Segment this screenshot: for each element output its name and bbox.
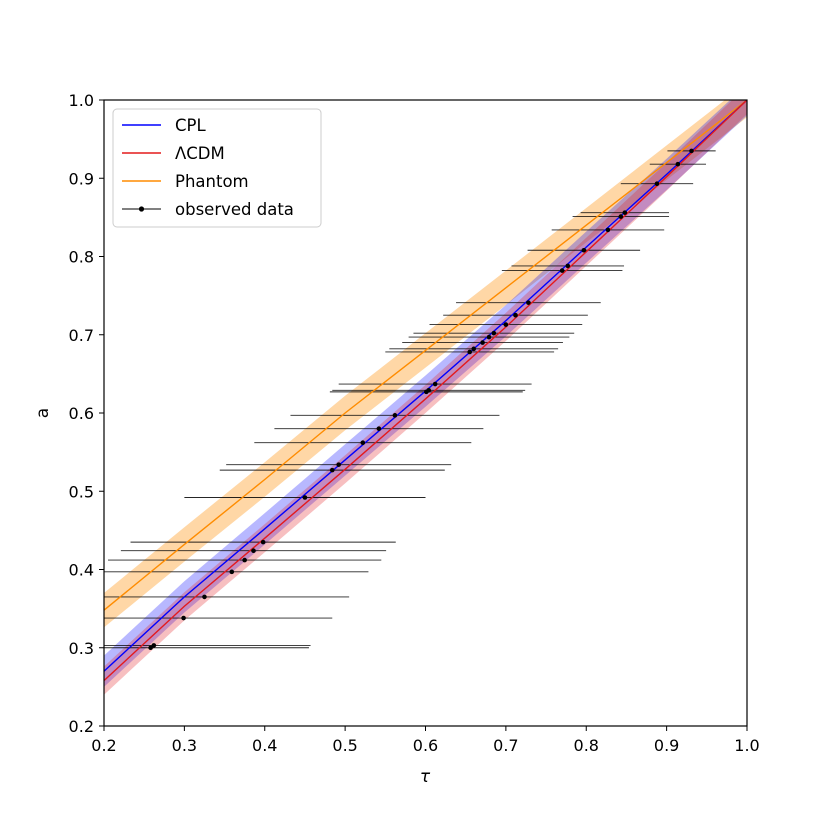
data-point-22 [360,440,366,446]
data-point-29 [229,569,235,575]
data-point-32 [151,643,157,648]
y-tick-label-0: 0.2 [69,717,94,736]
data-point-9 [526,300,531,305]
x-tick-label-0: 0.2 [91,736,116,755]
y-tick-label-3: 0.5 [69,482,94,501]
legend-marker-observed [138,206,145,212]
data-point-25 [302,495,308,500]
data-point-3 [622,210,628,215]
x-tick-label-7: 0.9 [654,736,679,755]
legend-label-cpl: CPL [175,116,206,135]
data-point-2 [654,181,660,187]
data-point-4 [618,214,624,219]
data-point-24 [329,467,335,473]
x-tick-label-2: 0.4 [252,736,277,755]
data-point-6 [581,247,587,253]
y-tick-label-4: 0.6 [69,404,94,423]
y-tick-label-6: 0.8 [69,248,94,267]
legend-label-lcdm: ΛCDM [175,144,225,163]
x-tick-label-1: 0.3 [172,736,197,755]
y-tick-label-2: 0.4 [69,561,94,580]
legend-label-phantom: Phantom [175,172,249,191]
y-tick-label-1: 0.3 [69,639,94,658]
y-axis-label: a [33,408,53,418]
data-point-16 [467,349,473,355]
line-phantom [104,100,747,611]
x-tick-label-5: 0.7 [493,736,518,755]
x-tick-label-3: 0.5 [332,736,357,755]
data-point-11 [503,322,509,327]
data-point-13 [486,334,492,340]
data-point-5 [605,227,611,233]
data-point-30 [202,594,207,600]
y-tick-label-5: 0.7 [69,326,94,345]
data-points [148,148,694,651]
legend-box [112,108,322,228]
data-point-17 [432,381,438,387]
legend: CPL ΛCDM Phantom observed data [112,108,322,228]
data-point-7 [565,263,571,269]
data-point-33 [148,645,153,651]
data-point-1 [675,161,681,167]
data-point-15 [471,346,477,352]
data-point-28 [242,557,247,563]
x-axis-label: τ [420,767,431,787]
x-tick-label-4: 0.6 [413,736,438,755]
data-point-0 [689,148,694,154]
data-point-27 [251,548,256,554]
legend-label-observed: observed data [175,200,294,219]
data-point-20 [392,413,398,418]
band-lcdm [104,100,747,695]
data-point-19 [424,389,429,395]
y-tick-label-8: 1.0 [69,91,94,110]
data-point-12 [491,330,497,336]
data-point-26 [260,539,266,545]
x-tick-label-6: 0.8 [574,736,599,755]
y-tick-label-7: 0.9 [69,169,94,188]
data-point-8 [559,268,565,273]
x-axis-ticks: 0.2 0.3 0.4 0.5 0.6 0.7 0.8 0.9 1.0 [91,726,760,755]
data-point-23 [336,462,341,467]
data-point-14 [480,340,485,345]
band-phantom [104,100,747,628]
y-axis-ticks: 0.2 0.3 0.4 0.5 0.6 0.7 0.8 0.9 1.0 [69,91,104,736]
data-point-21 [376,426,382,431]
data-point-31 [181,615,186,621]
data-point-10 [513,312,518,318]
x-tick-label-8: 1.0 [734,736,759,755]
line-lcdm [104,100,747,682]
